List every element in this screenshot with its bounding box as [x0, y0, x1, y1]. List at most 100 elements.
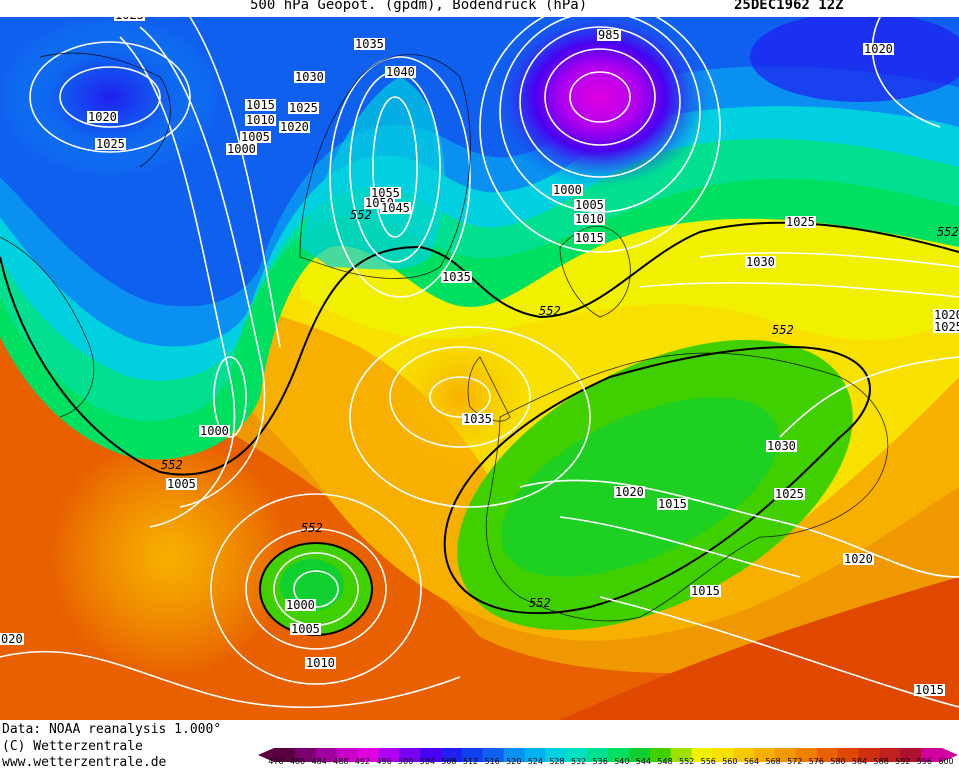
isobar-label: 1035	[441, 270, 472, 284]
isobar-label: 1020	[279, 120, 310, 134]
isobar-label: 1010	[574, 212, 605, 226]
colorbar-tick-label: 500	[398, 757, 414, 766]
colorbar-swatch	[754, 748, 776, 762]
isobar-label: 1025	[774, 487, 805, 501]
colorbar-swatch	[670, 748, 692, 762]
colorbar-swatch	[524, 748, 546, 762]
colorbar-swatch	[900, 748, 922, 762]
isobar-label: 1005	[574, 198, 605, 212]
colorbar-tick-label: 568	[765, 757, 781, 766]
colorbar-tick-label: 528	[549, 757, 565, 766]
colorbar-tick-label: 588	[873, 757, 889, 766]
colorbar-tick-label: 572	[787, 757, 803, 766]
map-canvas	[0, 17, 959, 720]
colorbar-swatch	[775, 748, 797, 762]
colorbar-swatch	[816, 748, 839, 762]
colorbar-tick-label: 532	[570, 757, 587, 766]
isobar-label: 1025	[933, 321, 959, 333]
colorbar-tick-label: 584	[851, 757, 868, 766]
isobar-label: 1000	[285, 598, 316, 612]
colorbar-swatch	[733, 748, 755, 762]
colorbar-tick-label: 516	[484, 757, 500, 766]
website-text: www.wetterzentrale.de	[2, 755, 167, 770]
coastlines	[0, 52, 889, 622]
colorbar-tick-label: 580	[830, 757, 846, 766]
data-source-text: Data: NOAA reanalysis 1.000°	[2, 722, 222, 737]
isobar-label: 1010	[305, 656, 336, 670]
colorbar-swatch	[837, 748, 859, 762]
isobar-label: 1030	[294, 70, 325, 84]
colorbar-swatch	[921, 748, 943, 762]
colorbar-swatch	[336, 748, 358, 762]
colorbar-swatch	[274, 748, 296, 762]
colorbar	[258, 748, 958, 762]
colorbar-swatch	[378, 748, 400, 762]
isobar-label: 1020	[863, 42, 894, 56]
copyright-text: (C) Wetterzentrale	[2, 739, 143, 754]
colorbar-swatch	[461, 748, 484, 762]
isobar-label: 1015	[914, 683, 945, 697]
colorbar-tick-label: 520	[506, 757, 522, 766]
weather-map: 1025 1035 1030 1040 985 1020 1015 1025 1…	[0, 17, 959, 720]
colorbar-swatch	[608, 748, 630, 762]
colorbar-tick-label: 544	[635, 757, 652, 766]
isobar-label: 1005	[290, 622, 321, 636]
isobar-label: 1030	[745, 255, 776, 269]
colorbar-tick-label: 488	[333, 757, 349, 766]
colorbar-tick-label: 548	[657, 757, 673, 766]
field-warm-sw	[50, 437, 290, 677]
colorbar-swatch	[628, 748, 651, 762]
isobar-label: 1015	[574, 231, 605, 245]
contour-label: 552	[539, 304, 561, 318]
field-blue-north	[0, 17, 959, 307]
isobar-label: 1000	[199, 424, 230, 438]
isobar-label: 1025	[785, 215, 816, 229]
colorbar-tick-label: 508	[441, 757, 457, 766]
colorbar-swatch	[879, 748, 901, 762]
colorbar-swatch	[441, 748, 463, 762]
colorbar-swatch	[587, 748, 609, 762]
colorbar-tick-label: 592	[895, 757, 911, 766]
colorbar-tick-label: 476	[268, 757, 284, 766]
colorbar-swatch	[482, 748, 505, 762]
field-warm-core	[390, 327, 530, 467]
isobar-label: 1025	[288, 101, 319, 115]
colorbar-tick-label: 540	[614, 757, 630, 766]
map-title: 500 hPa Geopot. (gpdm), Bodendruck (hPa)…	[0, 0, 959, 18]
isobar-label: 985	[597, 28, 621, 42]
field-low-far-ne	[750, 17, 959, 102]
isobar-label: 1040	[385, 65, 416, 79]
isobar-label: 1005	[240, 130, 271, 144]
isobar-label: 1015	[690, 584, 721, 598]
isobar-label: 1020	[843, 552, 874, 566]
colorbar-swatch	[691, 748, 713, 762]
colorbar-tick-label: 496	[376, 757, 392, 766]
colorbar-tick-label: 492	[354, 757, 371, 766]
isobar-label: 1020	[933, 309, 959, 321]
colorbar-arrow-right	[942, 748, 958, 762]
colorbar-tick-label: 596	[916, 757, 933, 766]
contour-label: 552	[529, 596, 551, 610]
colorbar-arrow-left	[258, 748, 274, 762]
colorbar-swatch	[649, 748, 672, 762]
colorbar-swatch	[315, 748, 338, 762]
colorbar-swatch	[399, 748, 421, 762]
colorbar-tick-label: 480	[289, 757, 306, 766]
colorbar-swatch	[712, 748, 734, 762]
colorbar-tick-label: 556	[700, 757, 716, 766]
colorbar-tick-label: 576	[808, 757, 824, 766]
colorbar-swatch	[858, 748, 880, 762]
colorbar-swatch	[294, 748, 317, 762]
isobar-label: 1025	[114, 17, 145, 21]
isobar-label: 1000	[226, 142, 257, 156]
colorbar-tick-label: 600	[938, 757, 954, 766]
contour-label: 552	[350, 208, 372, 222]
isobar-label: 1020	[87, 110, 118, 124]
colorbar-tick-label: 524	[527, 757, 543, 766]
date-label: 25DEC1962 12Z	[734, 0, 844, 13]
colorbar-tick-label: 560	[722, 757, 738, 766]
field-low-ne	[490, 17, 710, 187]
colorbar-swatch	[566, 748, 588, 762]
isobar-label: 1005	[166, 477, 197, 491]
colorbar-tick-label: 504	[419, 757, 435, 766]
